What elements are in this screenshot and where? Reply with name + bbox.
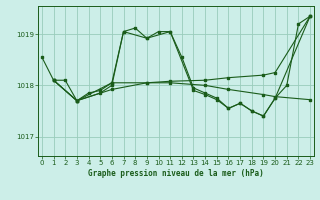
X-axis label: Graphe pression niveau de la mer (hPa): Graphe pression niveau de la mer (hPa): [88, 169, 264, 178]
